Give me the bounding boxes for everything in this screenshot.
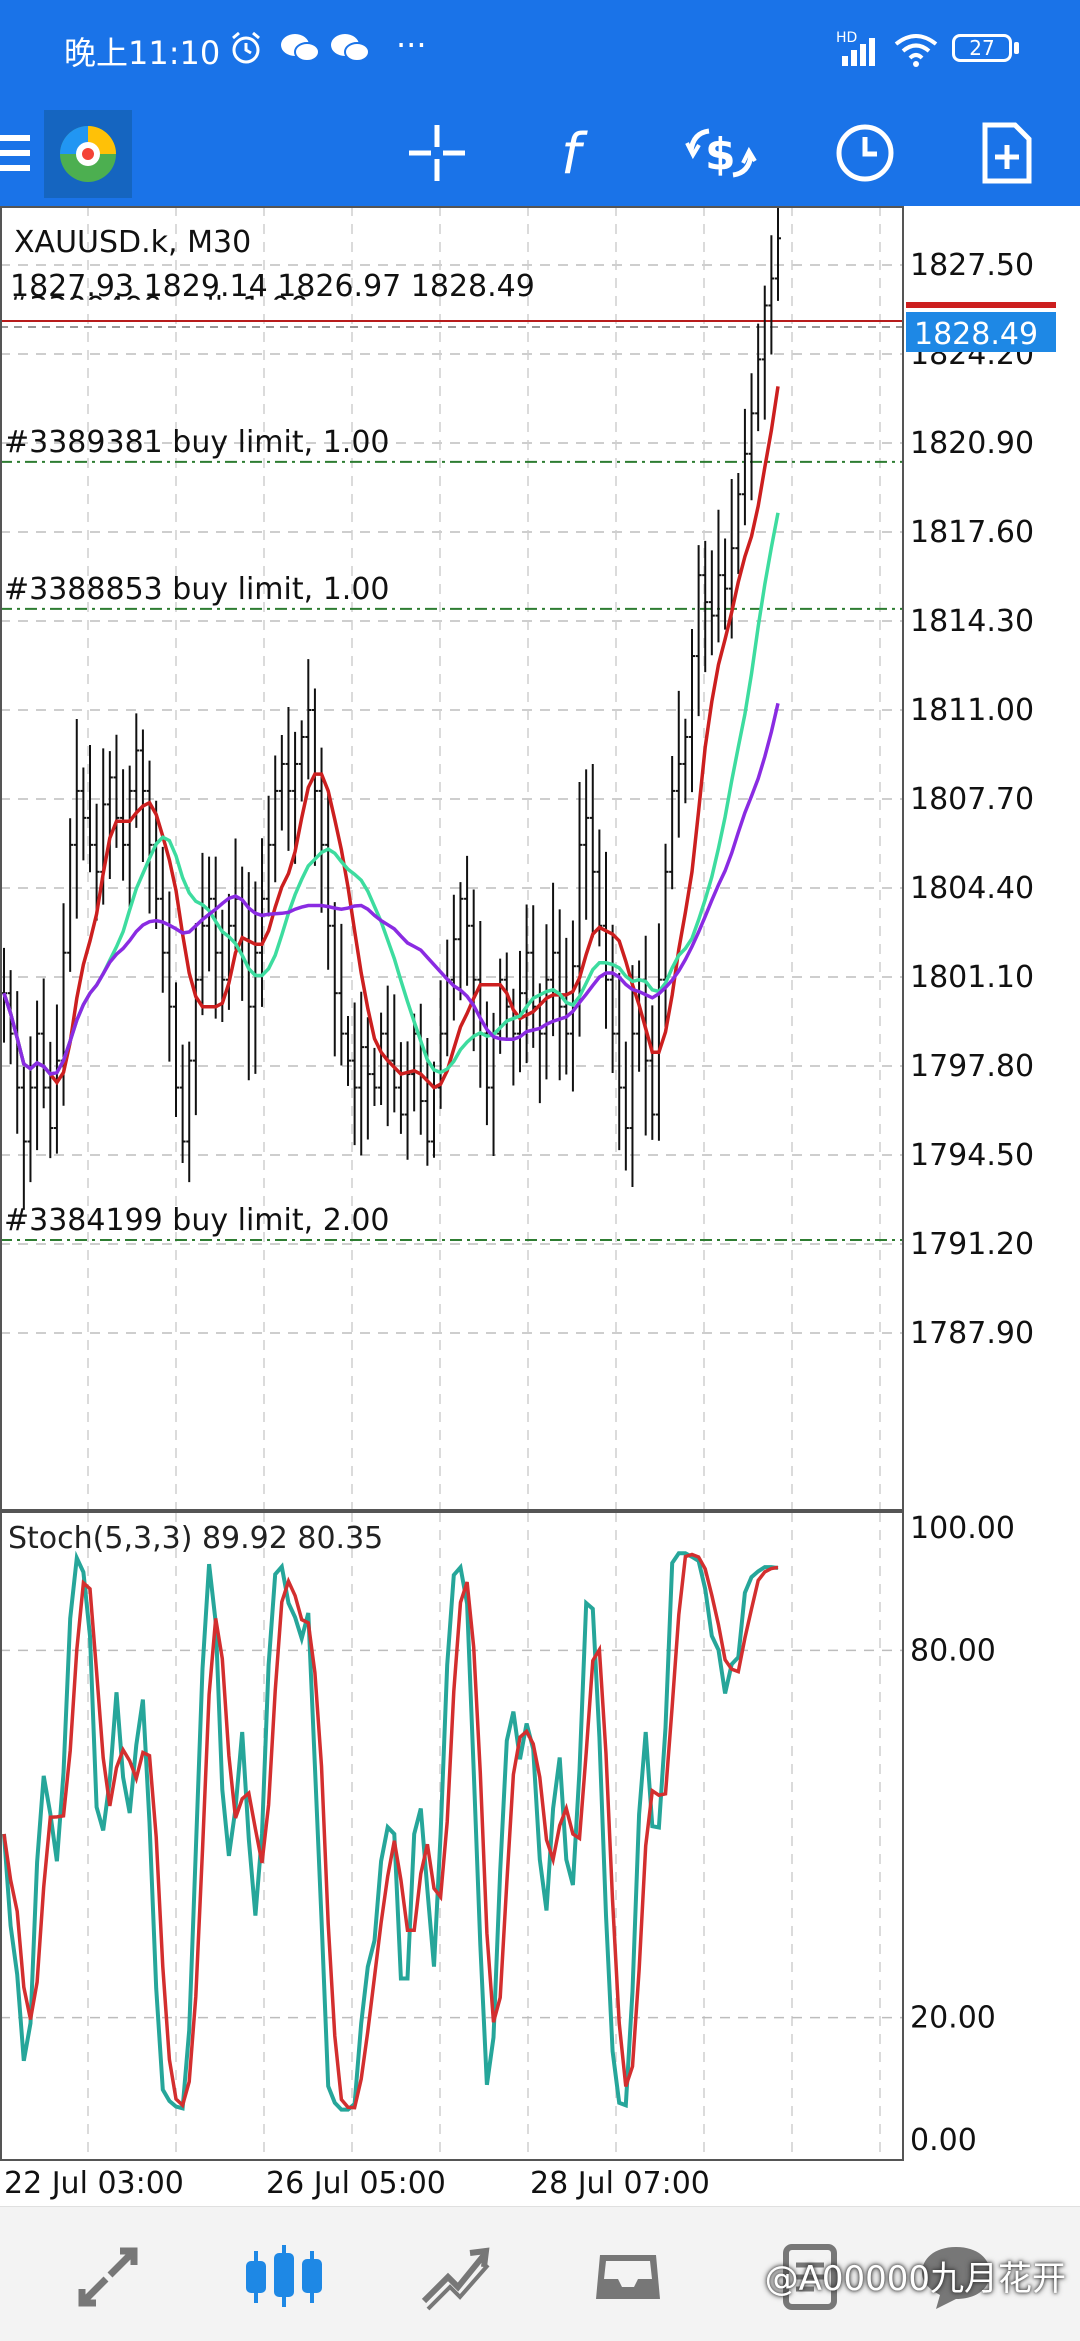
stoch-frame [0,1511,904,2161]
chart-symbol: XAUUSD.k, M30 [14,225,251,260]
status-bar: 晚上11:10 ··· HD 27 [0,0,1080,100]
more-notifications: ··· [396,26,427,64]
signal-icon [842,38,875,66]
crosshair-button[interactable] [392,108,482,198]
bottom-navigation: @A00000九月花开 [0,2206,1080,2341]
chart-toolbar: f $ [0,100,1080,206]
price-tick-label: 1827.50 [910,248,1034,283]
battery-icon: 27 [952,34,1012,62]
crosshair-icon [409,125,465,181]
price-tick-label: 1801.10 [910,960,1034,995]
menu-icon [0,135,30,171]
status-time: 晚上11:10 [64,34,221,72]
chart-canvas[interactable]: #3389499 sell, 1.00#3389381 buy limit, 1… [0,159,1080,2206]
messages-icon [922,2247,990,2309]
metatrader-logo[interactable] [44,110,132,198]
trade-button[interactable]: $ [676,108,766,198]
inbox-icon [596,2255,660,2299]
order-label: #3384199 buy limit, 2.00 [4,1203,390,1238]
indicators-icon: f [561,122,588,185]
watermark: @A00000九月花开 [764,2259,1066,2299]
stoch-signal-line [2,1552,779,2110]
price-tick-label: 1787.90 [910,1316,1034,1351]
stoch-tick-label: 80.00 [910,1633,996,1668]
template-button[interactable] [962,108,1052,198]
new-document-icon [982,122,1032,184]
clock-icon [836,124,894,182]
quotes-icon [78,2247,138,2307]
price-tick-label: 1807.70 [910,782,1034,817]
nav-trade[interactable] [408,2237,504,2317]
network-type: HD [836,30,858,46]
current-price: 1828.49 [914,317,1038,352]
time-tick-label: 26 Jul 05:00 [266,2166,446,2201]
price-tick-label: 1804.40 [910,871,1034,906]
trade-icon: $ [685,128,757,180]
candles-icon [246,2245,322,2307]
time-tick-label: 22 Jul 03:00 [4,2166,184,2201]
wifi-icon [894,34,938,67]
wechat-icon [281,34,320,62]
price-tick-label: 1820.90 [910,426,1034,461]
stoch-tick-label: 0.00 [910,2123,977,2158]
chart-ohlc: 1827.93 1829.14 1826.97 1828.49 [10,269,535,304]
trend-icon [421,2247,490,2311]
stoch-main-line [2,1550,779,2112]
price-tick-label: 1794.50 [910,1138,1034,1173]
time-tick-label: 28 Jul 07:00 [530,2166,710,2201]
timeframe-button[interactable] [820,108,910,198]
alarm-icon [232,31,260,64]
price-tick-label: 1811.00 [910,693,1034,728]
price-tick-label: 1814.30 [910,604,1034,639]
price-tick-label: 1817.60 [910,515,1034,550]
nav-news[interactable] [762,2237,858,2317]
svg-text:f: f [561,122,588,185]
chart-area[interactable]: #3389499 sell, 1.00 #3389381 buy limit, 1… [0,159,1080,2206]
ma-fast-line [2,386,780,1090]
news-icon [783,2244,837,2310]
price-tick-label: 1797.80 [910,1049,1034,1084]
stoch-label: Stoch(5,3,3) 89.92 80.35 [8,1521,383,1556]
current-price-tag [906,312,1056,352]
wechat-icon [331,34,370,62]
stoch-tick-label: 100.00 [910,1511,1015,1546]
order-label: #3388853 buy limit, 1.00 [4,572,390,607]
order-label: #3389381 buy limit, 1.00 [4,425,390,460]
stoch-tick-label: 20.00 [910,2001,996,2036]
nav-history[interactable] [580,2237,676,2317]
nav-quotes[interactable] [60,2237,156,2317]
metatrader-logo-icon [60,126,116,182]
sell-order-marker [906,302,1056,308]
ma-slow-line [2,702,780,1077]
menu-button[interactable] [0,108,60,198]
ma-medium-line [2,512,780,1077]
nav-messages[interactable] [908,2237,1004,2317]
main-chart-frame [0,206,904,1511]
svg-text:$: $ [705,129,736,180]
price-tick-label: 1791.20 [910,1227,1034,1262]
indicators-button[interactable]: f [532,108,622,198]
nav-chart[interactable] [236,2237,332,2317]
battery-level: 27 [969,36,995,60]
